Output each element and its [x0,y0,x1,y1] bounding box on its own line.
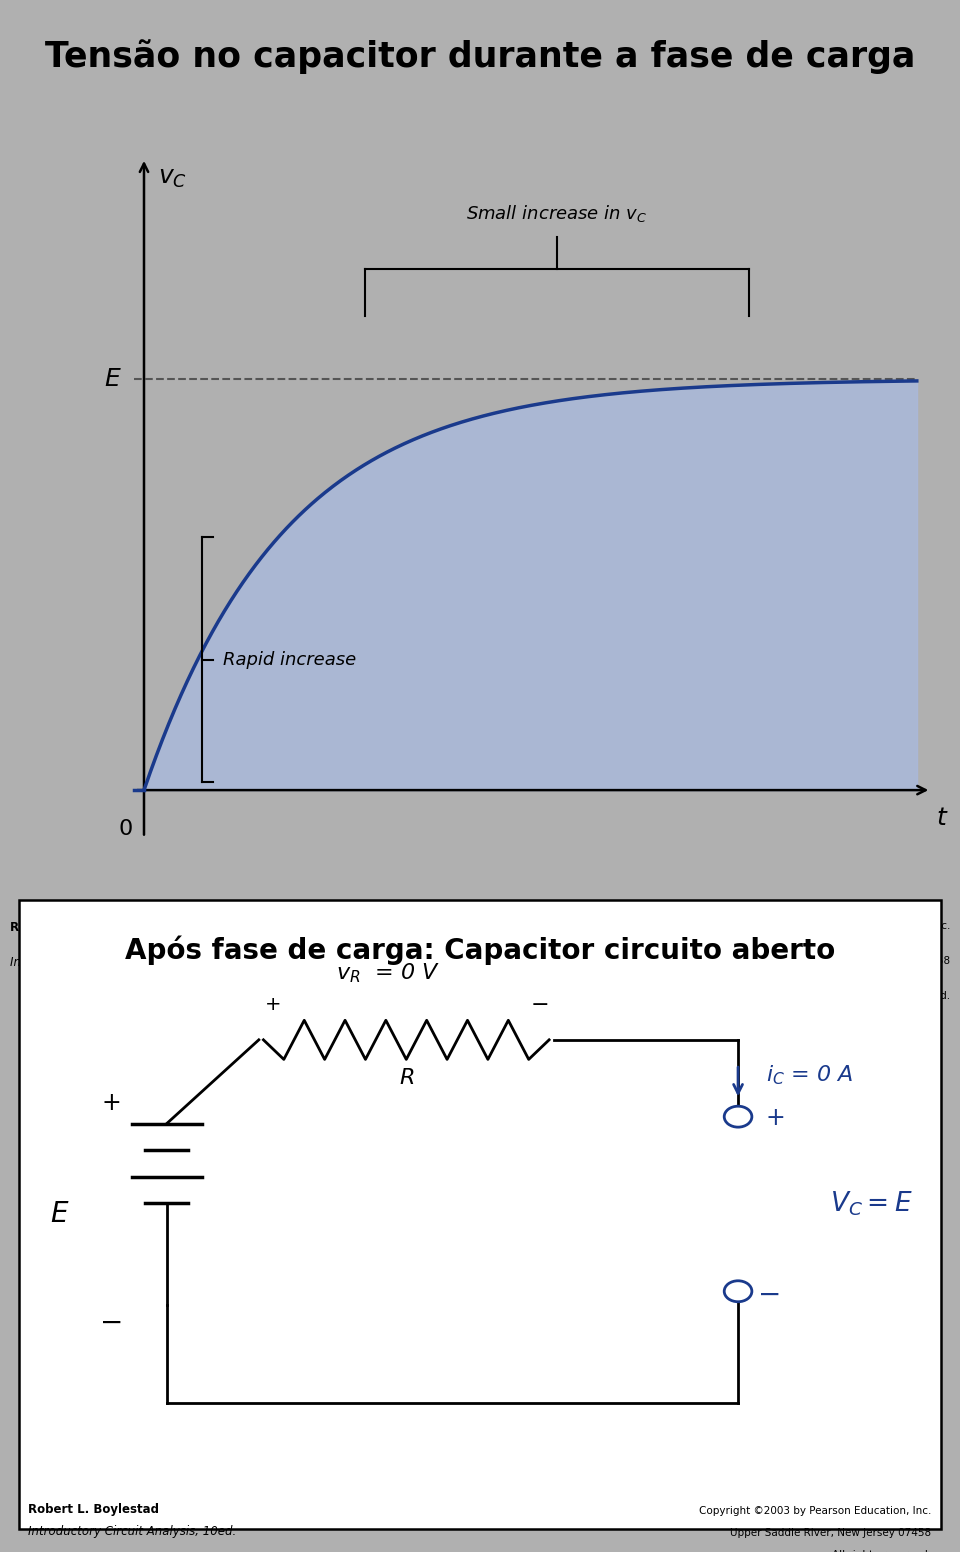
Text: Tensão no capacitor durante a fase de carga: Tensão no capacitor durante a fase de ca… [45,39,915,74]
Text: Upper Saddle River, New Jersey 07458: Upper Saddle River, New Jersey 07458 [731,1529,931,1538]
Text: Introductory Circuit Analysis, 10ed.: Introductory Circuit Analysis, 10ed. [10,956,218,968]
Text: Rapid increase: Rapid increase [223,650,356,669]
Text: −: − [758,1280,781,1308]
Text: All rights reserved.: All rights reserved. [852,990,950,1001]
Text: Após fase de carga: Capacitor circuito aberto: Após fase de carga: Capacitor circuito a… [125,934,835,965]
Text: $V_C = E$: $V_C = E$ [830,1190,913,1218]
Text: $v_R$  = 0 V: $v_R$ = 0 V [336,962,440,986]
Circle shape [724,1107,752,1127]
Text: −: − [531,995,549,1015]
Text: $i_C$ = 0 A: $i_C$ = 0 A [766,1063,853,1086]
Text: Introductory Circuit Analysis, 10ed.: Introductory Circuit Analysis, 10ed. [29,1526,237,1538]
Text: Small increase in $v_C$: Small increase in $v_C$ [467,203,647,225]
Text: $E$: $E$ [51,1200,70,1229]
Text: 0: 0 [118,818,132,838]
Text: +: + [766,1107,785,1130]
Text: +: + [102,1091,121,1114]
Text: +: + [264,995,281,1015]
Text: −: − [100,1308,123,1336]
Text: Robert L. Boylestad: Robert L. Boylestad [29,1504,159,1516]
Text: Robert L. Boylestad: Robert L. Boylestad [10,922,140,934]
Text: t: t [936,805,946,830]
Text: Upper Saddle River, New Jersey 07458: Upper Saddle River, New Jersey 07458 [749,956,950,965]
Text: $R$: $R$ [398,1068,414,1088]
Text: Copyright ©2003 by Pearson Education, Inc.: Copyright ©2003 by Pearson Education, In… [718,922,950,931]
Text: E: E [105,368,120,391]
Text: Copyright ©2003 by Pearson Education, Inc.: Copyright ©2003 by Pearson Education, In… [699,1505,931,1516]
Circle shape [724,1280,752,1302]
Text: $v_C$: $v_C$ [158,166,187,189]
Text: All rights reserved.: All rights reserved. [832,1550,931,1552]
